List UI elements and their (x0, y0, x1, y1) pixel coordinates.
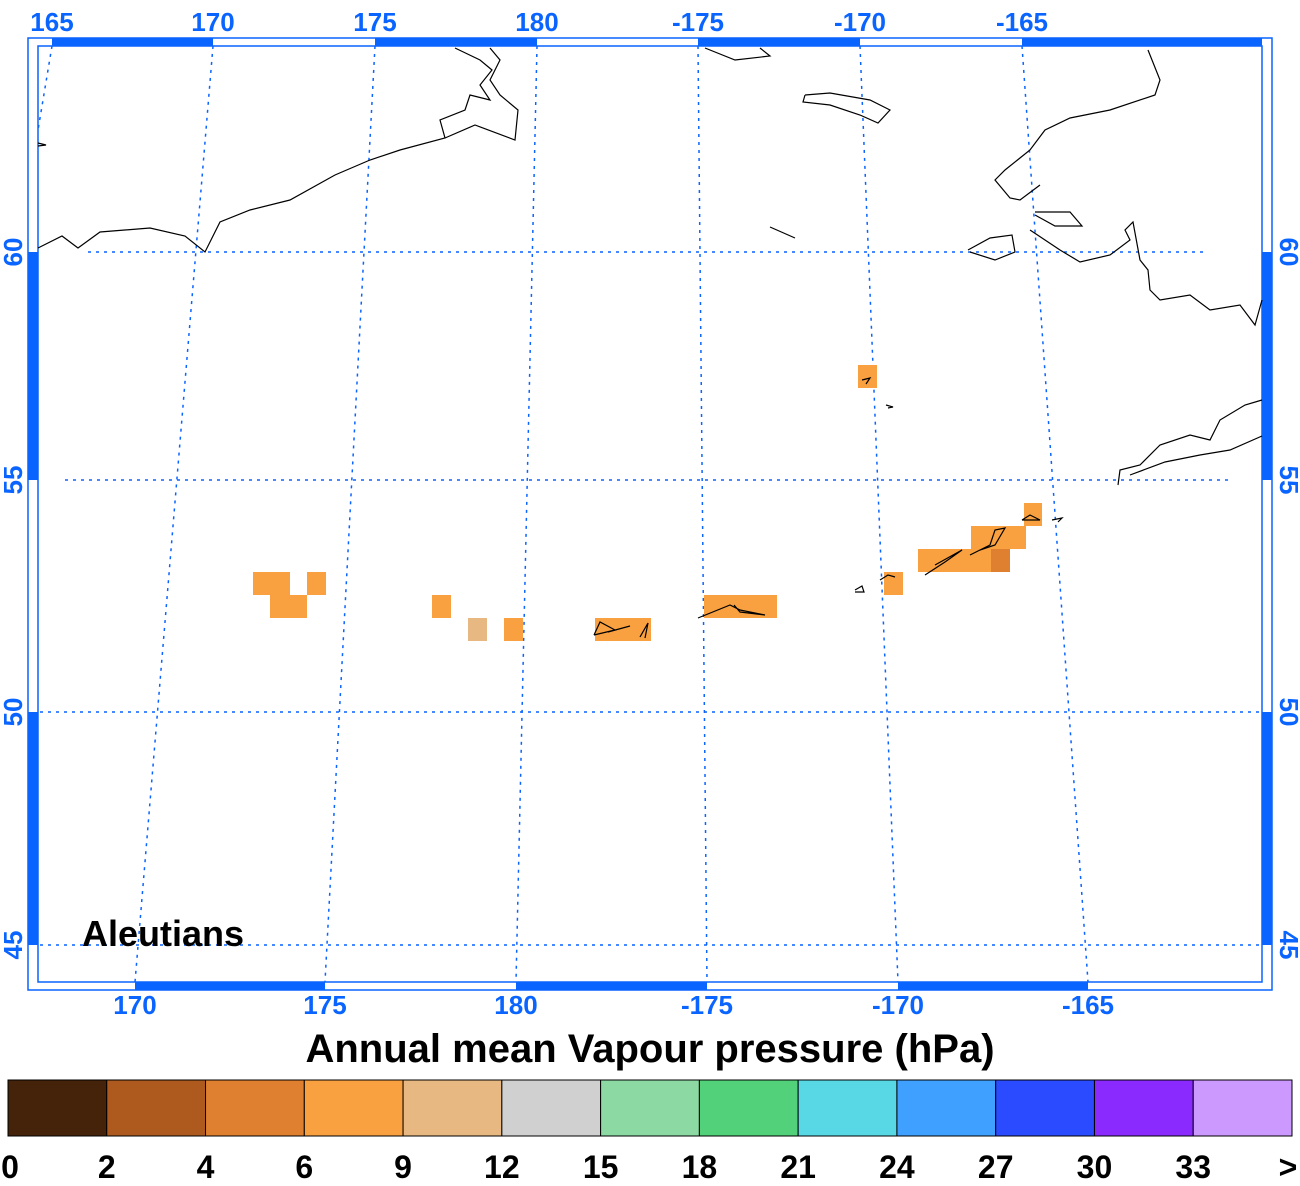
colorbar-tick-label: 18 (682, 1149, 718, 1185)
data-cells (253, 365, 1042, 641)
lat-label-right: 45 (1274, 931, 1300, 960)
data-cell-dark (991, 549, 1010, 572)
colorbar-swatch (303, 1079, 404, 1137)
lat-label-left: 55 (0, 466, 28, 495)
graticule (37, 45, 1260, 983)
bottom-lon-label: 175 (303, 990, 346, 1020)
colorbar-tick-label: 4 (197, 1149, 215, 1185)
colorbar-tick-label: 0 (1, 1149, 19, 1185)
colorbar-tick-label: 2 (98, 1149, 116, 1185)
bottom-lon-label: 170 (113, 990, 156, 1020)
region-label: Aleutians (82, 913, 244, 954)
top-lon-label: 170 (191, 7, 234, 37)
colorbar-swatch (797, 1079, 898, 1137)
colorbar-swatch (995, 1079, 1095, 1137)
lat-label-left: 50 (0, 698, 28, 727)
colorbar-swatch (698, 1079, 799, 1137)
colorbar-swatch (1192, 1079, 1293, 1137)
colorbar-swatch (1093, 1079, 1194, 1137)
top-lon-label: 180 (515, 7, 558, 37)
colorbar-tick-label: 33 (1175, 1149, 1211, 1185)
lat-label-right: 50 (1274, 698, 1300, 727)
bottom-lon-label: 180 (494, 990, 537, 1020)
top-lon-label: 175 (353, 7, 396, 37)
colorbar-tick-label: 9 (394, 1149, 412, 1185)
top-lon-label: -165 (996, 7, 1048, 37)
colorbar-swatch (501, 1079, 602, 1137)
colorbar-swatch (896, 1079, 997, 1137)
frame-ticks (28, 38, 1272, 990)
colorbar-tick-label: 15 (583, 1149, 619, 1185)
colorbar-swatch (600, 1079, 700, 1137)
bottom-lon-label: -170 (872, 990, 924, 1020)
outer-frame (27, 37, 1273, 991)
colorbar-tick-label: 6 (295, 1149, 313, 1185)
bottom-lon-label: -165 (1062, 990, 1114, 1020)
lat-label-left: 45 (0, 931, 28, 960)
colorbar-tick-label: 27 (978, 1149, 1014, 1185)
colorbar (7, 1079, 1293, 1137)
top-lon-label: -175 (672, 7, 724, 37)
lat-label-right: 60 (1274, 238, 1300, 267)
inner-frame (37, 45, 1263, 983)
colorbar-tick-label: 30 (1077, 1149, 1113, 1185)
coastlines (37, 47, 1263, 639)
top-lon-label: -170 (834, 7, 886, 37)
colorbar-tick-label: 24 (879, 1149, 915, 1185)
bottom-lon-label: -175 (681, 990, 733, 1020)
colorbar-swatch (205, 1079, 305, 1137)
lat-label-left: 60 (0, 238, 28, 267)
top-lon-label: 165 (30, 7, 73, 37)
colorbar-swatch (402, 1079, 503, 1137)
colorbar-tick-label: 21 (780, 1149, 816, 1185)
lat-label-right: 55 (1274, 466, 1300, 495)
colorbar-swatch (106, 1079, 207, 1137)
colorbar-tick-label: > (1279, 1149, 1298, 1185)
data-cell-light (468, 618, 487, 641)
map-title: Annual mean Vapour pressure (hPa) (305, 1027, 994, 1071)
colorbar-swatch (7, 1079, 108, 1137)
colorbar-tick-label: 12 (484, 1149, 520, 1185)
